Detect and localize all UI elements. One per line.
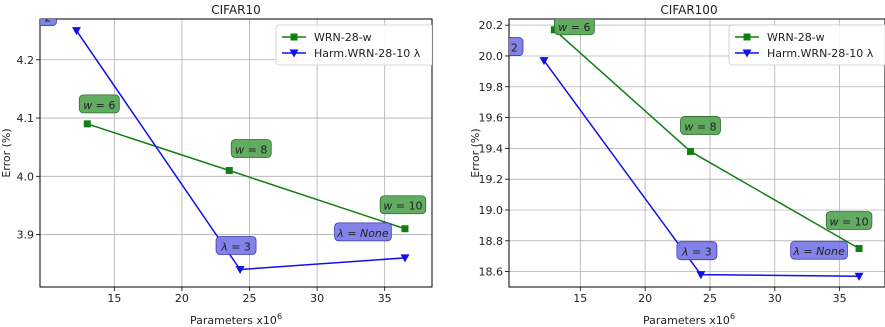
x-tick-label: 30 xyxy=(768,292,782,305)
legend-label: WRN-28-w xyxy=(314,31,372,44)
annotation-label: λ = 3 xyxy=(681,245,712,258)
y-tick-label: 20.2 xyxy=(479,19,504,32)
legend-marker-triangle xyxy=(289,49,299,58)
y-tick-label: 3.9 xyxy=(17,229,35,242)
annotation-label: w = 8 xyxy=(684,120,716,133)
annotation-box xyxy=(676,241,718,261)
legend: WRN-28-w Harm.WRN-28-10 λ xyxy=(728,24,885,66)
annotation-label: λ = 2 xyxy=(21,11,52,24)
legend-marker-square xyxy=(290,33,298,41)
data-point-triangle xyxy=(71,27,81,36)
y-tick-label: 19.0 xyxy=(479,204,504,217)
x-tick-label: 20 xyxy=(175,292,189,305)
annotation-label: λ = 3 xyxy=(220,240,251,253)
annotation-box xyxy=(680,116,721,135)
annotations: w = 6 w = 8 w = 10 λ = 2 λ = 3 λ = None xyxy=(487,19,873,261)
y-tick-label: 18.6 xyxy=(479,266,504,279)
annotation-box xyxy=(790,240,848,260)
x-tick-label: 20 xyxy=(638,292,652,305)
x-tick-label: 25 xyxy=(243,292,257,305)
legend-marker-triangle xyxy=(742,49,752,58)
y-tick-label: 4.1 xyxy=(17,112,35,125)
data-point-square xyxy=(687,147,695,155)
y-tick-label: 18.8 xyxy=(479,235,504,248)
x-tick-label: 30 xyxy=(310,292,324,305)
y-tick-label: 19.2 xyxy=(479,173,504,186)
annotation-box xyxy=(215,236,257,255)
data-point-square xyxy=(855,244,863,252)
x-axis-label: Parameters x106 xyxy=(643,312,735,327)
annotation-label: w = 10 xyxy=(829,215,868,228)
data-point-triangle xyxy=(400,254,410,263)
annotation-label: w = 8 xyxy=(235,143,267,156)
x-axis-label-exponent: 6 xyxy=(730,312,735,321)
y-axis-label: Error (%) xyxy=(469,128,482,177)
annotation-label: λ = None xyxy=(336,226,389,239)
legend-label: Harm.WRN-28-10 λ xyxy=(767,47,874,60)
plot-area xyxy=(71,27,410,275)
y-tick-label: 4.0 xyxy=(17,170,35,183)
y-axis-label: Error (%) xyxy=(0,128,13,177)
y-tick-label: 4.2 xyxy=(17,54,35,67)
chart-1: 15 20 25 30 35 18.6 18.8 19.0 19.2 19.4 19.6 19.8 20… xyxy=(469,3,885,327)
x-tick-label: 25 xyxy=(703,292,717,305)
annotation-box xyxy=(78,94,120,114)
chart-title: CIFAR100 xyxy=(660,3,717,17)
x-tick-label: 35 xyxy=(378,292,392,305)
annotation-box xyxy=(553,19,595,36)
legend-box xyxy=(275,24,432,66)
annotation-box xyxy=(825,211,873,230)
chart-0: 15 20 25 30 35 3.9 4.0 4.1 4.2 CIFAR10 Parameters … xyxy=(0,3,433,327)
x-axis-label-exponent: 6 xyxy=(277,312,282,321)
annotation-label: λ = None xyxy=(792,245,845,258)
data-point-square xyxy=(225,166,233,174)
data-point-triangle xyxy=(854,272,864,281)
x-axis-label: Parameters x106 xyxy=(190,312,282,327)
annotation-box xyxy=(379,195,427,215)
x-tick-label: 15 xyxy=(107,292,121,305)
data-point-square xyxy=(83,120,91,128)
chart-title: CIFAR10 xyxy=(211,3,261,17)
annotation-label: w = 10 xyxy=(383,199,422,212)
legend-marker-square xyxy=(743,33,751,41)
y-tick-label: 19.6 xyxy=(479,112,504,125)
annotation-label: w = 6 xyxy=(558,20,590,33)
legend-box xyxy=(728,24,885,66)
x-tick-label: 35 xyxy=(833,292,847,305)
plot-frame xyxy=(508,18,885,288)
annotations: w = 6 w = 8 w = 10 λ = 2 λ = 3 λ = None xyxy=(21,11,427,255)
data-point-triangle xyxy=(235,266,245,275)
x-tick-label: 15 xyxy=(573,292,587,305)
annotation-label: w = 6 xyxy=(83,98,115,111)
legend-label: WRN-28-w xyxy=(767,31,825,44)
y-tick-label: 20.0 xyxy=(479,50,504,63)
plot-frame xyxy=(39,18,433,288)
data-point-triangle xyxy=(539,57,549,66)
annotation-box xyxy=(334,222,392,242)
data-point-square xyxy=(401,225,409,233)
annotation-box xyxy=(230,139,272,158)
annotation-box xyxy=(40,19,57,27)
annotation-label: λ = 2 xyxy=(487,41,518,54)
legend-label: Harm.WRN-28-10 λ xyxy=(314,47,421,60)
y-tick-label: 19.8 xyxy=(479,81,504,94)
legend: WRN-28-w Harm.WRN-28-10 λ xyxy=(275,24,432,66)
data-point-triangle xyxy=(696,271,706,280)
annotation-box xyxy=(509,37,524,56)
y-tick-label: 19.4 xyxy=(479,142,504,155)
